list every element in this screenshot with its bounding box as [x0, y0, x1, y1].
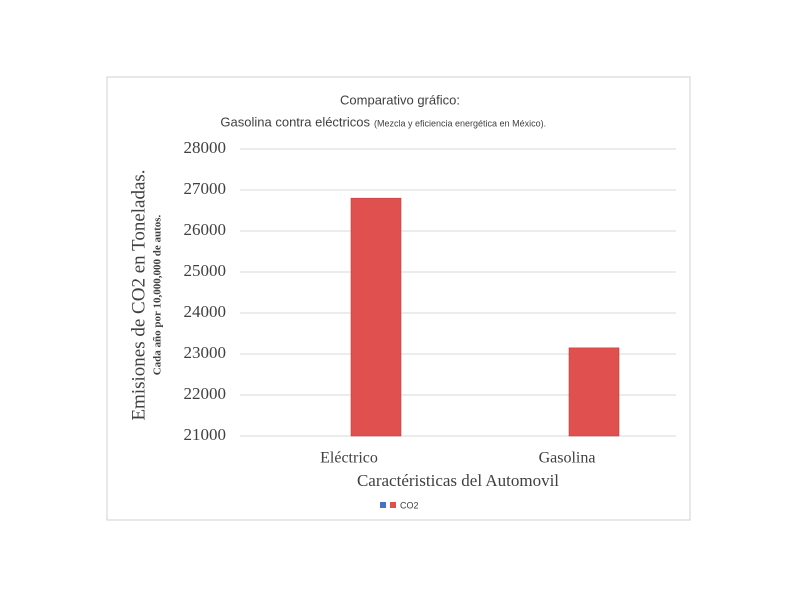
y-tick-label: 27000 — [184, 179, 227, 198]
chart-title: Comparativo gráfico: — [340, 92, 460, 107]
chart-subtitle-note: (Mezcla y eficiencia energética en Méxic… — [374, 118, 546, 128]
y-tick-label: 26000 — [184, 220, 227, 239]
x-axis-title: Caractéristicas del Automovil — [357, 471, 559, 490]
legend-swatch — [390, 502, 396, 508]
bar — [350, 197, 402, 437]
y-tick-label: 28000 — [184, 138, 227, 157]
y-tick-label: 23000 — [184, 343, 227, 362]
x-tick-label: Gasolina — [539, 450, 596, 467]
y-tick-label: 21000 — [184, 425, 227, 444]
legend-label: CO2 — [400, 500, 419, 510]
y-axis-subtitle: Cada año por 10,000,000 de autos. — [152, 214, 164, 375]
y-tick-label: 25000 — [184, 261, 227, 280]
x-tick-label: Eléctrico — [320, 450, 378, 467]
y-tick-label: 24000 — [184, 302, 227, 321]
legend-swatch — [380, 502, 386, 508]
y-axis-title: Emisiones de CO2 en Toneladas. — [128, 169, 149, 420]
chart-subtitle: Gasolina contra eléctricos — [220, 114, 370, 129]
bar — [568, 347, 620, 437]
y-tick-label: 22000 — [184, 384, 227, 403]
